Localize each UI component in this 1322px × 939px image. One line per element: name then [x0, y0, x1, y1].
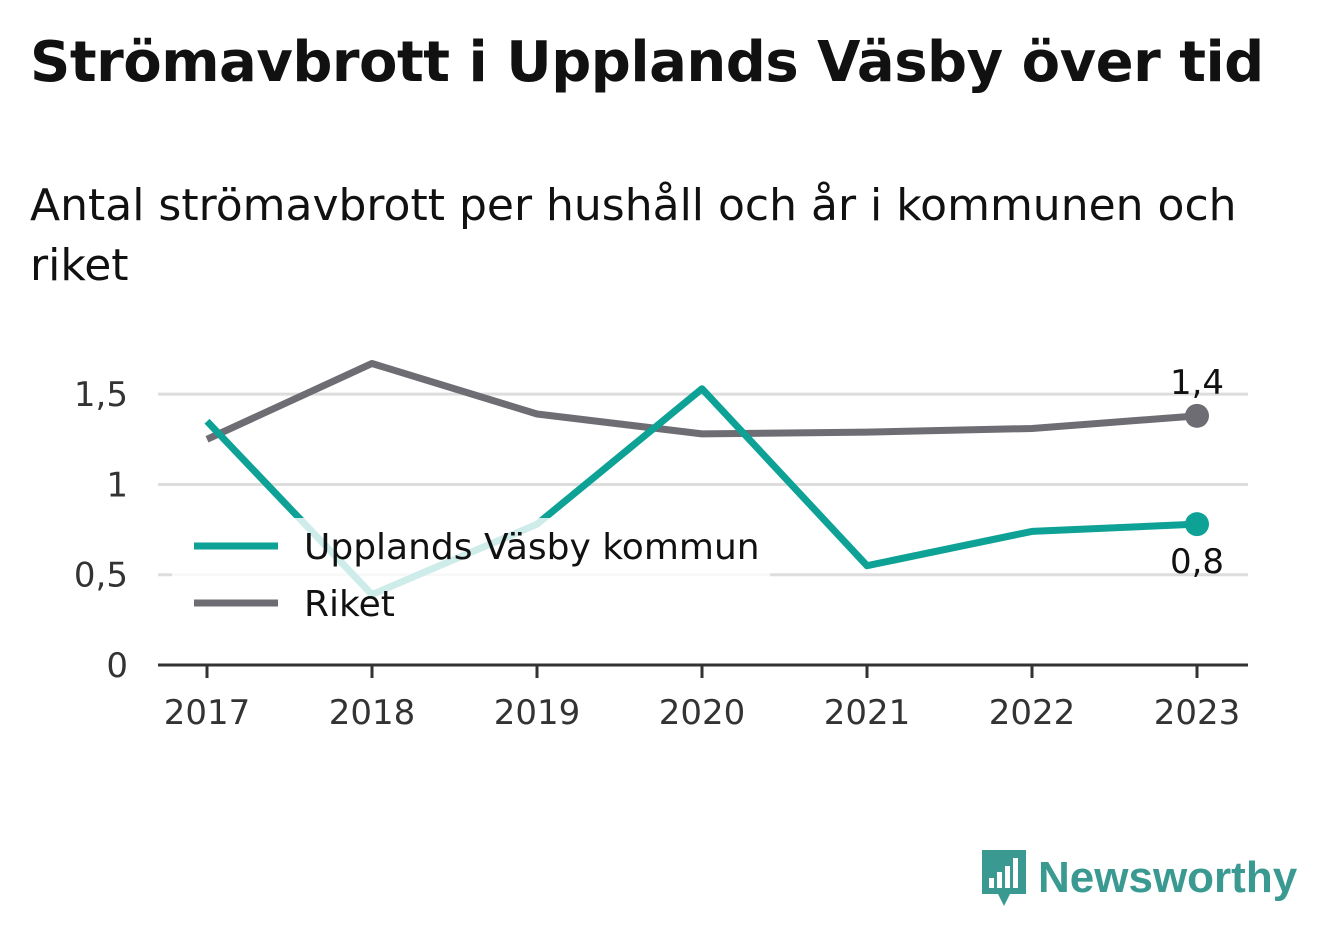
end-value-label: 1,4	[1170, 363, 1224, 403]
chart-title: Strömavbrott i Upplands Väsby över tid	[30, 30, 1264, 95]
brand-logo: Newsworthy	[980, 848, 1297, 908]
end-point	[1185, 512, 1209, 537]
y-tick-label: 1,5	[74, 375, 128, 415]
brand-name: Newsworthy	[1038, 853, 1298, 902]
x-tick-label: 2017	[164, 693, 251, 733]
newsworthy-logo-icon	[982, 850, 1026, 906]
x-tick-label: 2018	[329, 693, 416, 733]
series-line	[205, 359, 1198, 443]
x-tick-label: 2019	[494, 693, 581, 733]
x-tick-label: 2022	[989, 693, 1076, 733]
x-tick-label: 2023	[1154, 693, 1241, 733]
x-tick-label: 2020	[659, 693, 746, 733]
legend: Upplands Väsby kommun Riket	[172, 518, 770, 630]
y-axis: 0 0,5 1 1,5	[74, 375, 128, 686]
x-axis: 2017 2018 2019 2020 2021 2022 2023	[158, 663, 1248, 733]
legend-label: Upplands Väsby kommun	[304, 527, 760, 568]
x-tick-label: 2021	[824, 693, 911, 733]
y-tick-label: 1	[106, 465, 128, 505]
end-labels: 0,8 1,4	[1170, 363, 1224, 582]
end-value-label: 0,8	[1170, 542, 1224, 582]
end-point	[1185, 403, 1209, 428]
chart-subtitle: Antal strömavbrott per hushåll och år i …	[30, 180, 1237, 291]
legend-label: Riket	[304, 584, 395, 625]
y-tick-label: 0	[106, 646, 128, 686]
legend-background	[172, 518, 770, 630]
y-tick-label: 0,5	[74, 556, 128, 596]
